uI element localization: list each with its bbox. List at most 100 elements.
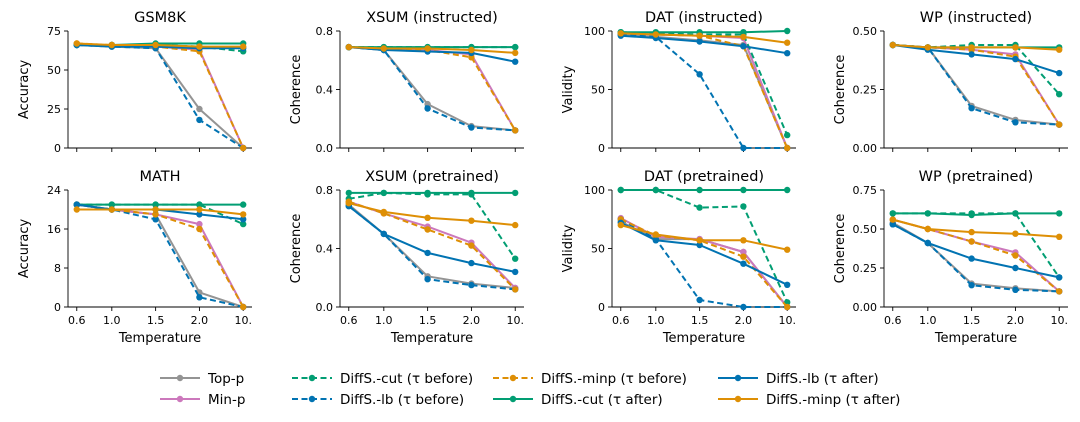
y-tick-label: 100	[584, 184, 605, 197]
data-point	[740, 260, 747, 267]
data-point	[889, 216, 896, 223]
data-point	[240, 303, 247, 311]
data-point	[196, 201, 203, 208]
subplot-title: GSM8K	[134, 10, 186, 26]
data-point	[73, 40, 81, 47]
x-tick-label: 0.6	[340, 314, 358, 327]
legend-marker	[176, 395, 184, 403]
data-point	[784, 246, 791, 253]
data-point	[108, 206, 116, 213]
x-tick-label: 1.0	[919, 314, 937, 327]
legend-item: DiffS.-cut (τ after)	[493, 392, 663, 408]
x-tick-label: 1.5	[691, 314, 709, 327]
y-tick-label: 8	[54, 262, 61, 275]
data-point	[652, 237, 659, 244]
data-point	[696, 296, 703, 304]
series-line	[892, 44, 1061, 126]
data-point	[424, 276, 431, 283]
legend-item: DiffS.-minp (τ before)	[493, 371, 687, 387]
x-axis-label: Temperature	[390, 331, 473, 346]
data-point	[468, 124, 475, 131]
data-point	[617, 186, 624, 194]
subplot-7: WP (pretrained) 0.00 0.25 0.50 0.75 0.6 1.0 1.5…	[833, 169, 1068, 346]
series-line	[620, 30, 788, 34]
x-axis-label: Temperature	[662, 331, 745, 346]
x-tick-label: 2.0	[1007, 314, 1025, 327]
data-point	[152, 211, 159, 218]
y-axis-label: Coherence	[289, 55, 304, 125]
y-tick-label: 0.75	[853, 184, 878, 197]
data-point	[1012, 119, 1019, 126]
series-line	[892, 212, 1060, 216]
data-point	[240, 201, 247, 208]
data-point	[196, 211, 203, 218]
data-point	[424, 105, 431, 112]
x-tick-label: 10.	[506, 314, 524, 327]
data-point	[1012, 252, 1019, 259]
data-point	[968, 228, 975, 236]
data-point	[784, 27, 791, 35]
data-point	[424, 189, 431, 197]
x-tick-label: 2.0	[191, 314, 209, 327]
x-axis-label: Temperature	[118, 331, 201, 346]
data-point	[240, 43, 247, 50]
data-point	[240, 144, 247, 152]
data-point	[889, 221, 896, 228]
data-point	[784, 50, 791, 57]
data-point	[1056, 233, 1063, 240]
x-tick-label: 2.0	[463, 314, 481, 327]
data-point	[345, 43, 352, 51]
data-point	[196, 220, 203, 228]
data-point	[152, 41, 159, 49]
y-axis-label: Validity	[561, 65, 576, 113]
data-point	[468, 281, 475, 289]
series-line	[892, 212, 1061, 278]
y-tick-label: 0	[598, 142, 605, 155]
data-point	[784, 281, 791, 288]
legend-label: DiffS.-cut (τ after)	[541, 392, 663, 408]
x-tick-label: 1.0	[103, 314, 121, 327]
data-point	[784, 186, 791, 194]
y-tick-label: 0.8	[316, 184, 334, 197]
data-point	[889, 210, 896, 217]
data-point	[696, 204, 703, 211]
data-point	[345, 200, 352, 207]
data-point	[740, 237, 747, 244]
x-tick-label: 10.	[778, 314, 796, 327]
data-point	[784, 303, 791, 311]
data-point	[424, 214, 431, 221]
data-point	[468, 54, 475, 61]
data-point	[1056, 210, 1063, 217]
y-tick-label: 50	[47, 64, 61, 77]
y-tick-label: 0.8	[316, 25, 334, 38]
data-point	[512, 255, 519, 262]
data-point	[196, 294, 203, 301]
legend-item: DiffS.-lb (τ before)	[292, 392, 464, 408]
data-point	[380, 45, 387, 52]
data-point	[889, 41, 896, 49]
data-point	[512, 43, 519, 51]
data-point	[696, 241, 703, 249]
y-tick-label: 0.00	[853, 301, 878, 314]
y-tick-label: 50	[591, 243, 605, 256]
data-point	[1056, 121, 1063, 128]
y-tick-label: 0	[54, 142, 61, 155]
data-point	[152, 201, 159, 208]
data-point	[240, 211, 247, 218]
subplot-title: XSUM (pretrained)	[365, 169, 499, 185]
data-point	[696, 38, 703, 45]
x-tick-label: 10.	[1050, 314, 1068, 327]
legend-item: Top-p	[160, 371, 244, 387]
data-point	[968, 211, 975, 219]
data-point	[73, 206, 81, 213]
legend-label: Min-p	[208, 392, 245, 408]
data-point	[196, 225, 203, 233]
data-point	[73, 201, 81, 208]
series-line	[892, 218, 1060, 238]
data-point	[696, 237, 703, 244]
y-tick-label: 0.0	[316, 301, 334, 314]
y-axis-label: Accuracy	[17, 60, 32, 120]
x-tick-label: 2.0	[735, 314, 753, 327]
series-line	[892, 44, 1060, 95]
data-point	[617, 30, 624, 37]
